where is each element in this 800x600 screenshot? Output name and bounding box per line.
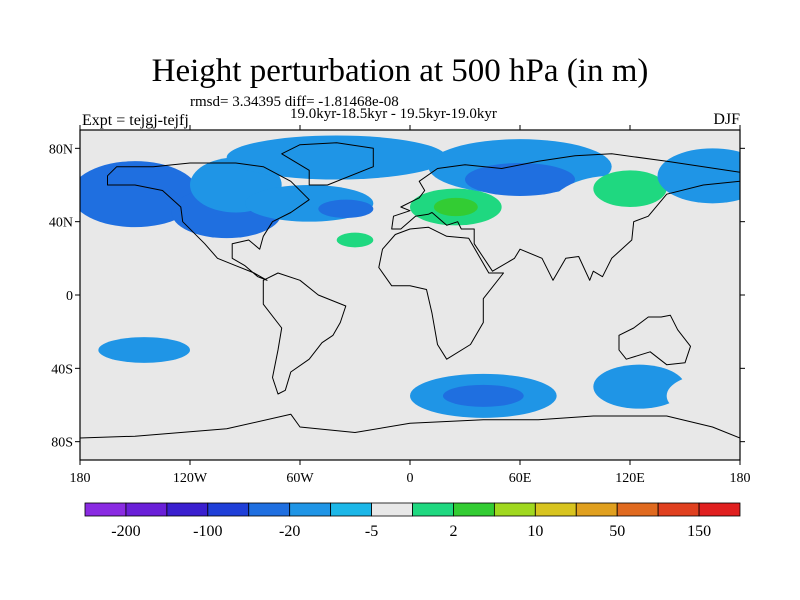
experiment-label: Expt = tejgj-tejfj <box>82 112 189 129</box>
colorbar-swatch-1 <box>125 502 168 517</box>
colorbar-swatch-7 <box>371 502 413 517</box>
lon-tick-label: 180 <box>70 471 91 486</box>
colorbar-label: -5 <box>365 523 378 540</box>
lon-tick-label: 0 <box>407 471 414 486</box>
anomaly-region-17 <box>80 368 218 413</box>
colorbar-swatch-5 <box>289 502 332 517</box>
period-label: 19.0kyr-18.5kyr - 19.5kyr-19.0kyr <box>290 106 497 122</box>
season-label: DJF <box>713 111 740 128</box>
coastline-australia <box>618 314 691 366</box>
anomaly-region-22 <box>666 373 740 418</box>
map-axes: 180 120W 60W 0 60E 120E 180 80N 40N 0 40S 80S <box>49 125 751 486</box>
coastline-antarctica-coast <box>80 413 740 439</box>
coastline-north-america <box>107 162 310 281</box>
coastline-south-america <box>262 272 347 395</box>
map-title: Height perturbation at 500 hPa (in m) <box>151 53 649 89</box>
anomaly-region-18 <box>217 362 346 393</box>
lon-tick-label: 120E <box>615 471 645 486</box>
anomaly-region-7 <box>226 135 447 180</box>
coastline-africa <box>378 226 504 360</box>
anomaly-region-12 <box>465 163 575 196</box>
colorbar-swatch-2 <box>166 502 209 517</box>
colorbar-swatch-6 <box>330 502 372 517</box>
colorbar-swatch-9 <box>453 502 495 517</box>
coastline-greenland <box>281 142 374 186</box>
colorbar-label: 150 <box>687 523 711 540</box>
lon-tick-label: 60W <box>286 471 314 486</box>
colorbar-swatch-13 <box>616 502 659 517</box>
stats-line: rmsd= 3.34395 diff= -1.81468e-08 <box>190 94 399 110</box>
lat-tick-label: 80S <box>51 436 73 451</box>
lon-tick-label: 120W <box>173 471 208 486</box>
lat-tick-label: 80N <box>49 142 73 157</box>
lat-tick-label: 0 <box>66 289 73 304</box>
colorbar-label: 10 <box>527 523 543 540</box>
colorbar-swatch-8 <box>412 502 454 517</box>
colorbar-swatch-3 <box>207 502 250 517</box>
colorbar: -200 -100 -20 -5 2 10 50 150 <box>84 502 741 540</box>
colorbar-swatch-11 <box>534 502 577 517</box>
anomaly-region-0 <box>80 161 200 228</box>
colorbar-label: -200 <box>111 523 140 540</box>
colorbar-label: -100 <box>193 523 222 540</box>
colorbar-swatch-4 <box>248 502 291 517</box>
colorbar-label: 2 <box>449 523 457 540</box>
lon-tick-label: 60E <box>509 471 532 486</box>
colorbar-swatch-12 <box>575 502 618 517</box>
coastline-eurasia <box>391 153 740 281</box>
anomaly-region-21 <box>593 364 686 409</box>
lat-tick-label: 40S <box>51 362 73 377</box>
colorbar-swatch-14 <box>657 502 700 517</box>
colorbar-swatch-15 <box>698 502 741 517</box>
anomaly-region-6 <box>336 232 374 248</box>
coastlines <box>80 142 740 439</box>
anomaly-region-14 <box>593 170 667 208</box>
lon-tick-label: 180 <box>730 471 751 486</box>
anomaly-region-20 <box>443 384 524 407</box>
anomaly-region-15 <box>657 148 740 204</box>
colorbar-label: 50 <box>609 523 625 540</box>
map-plot-area <box>80 130 740 460</box>
anomaly-region-23 <box>520 434 594 449</box>
anomaly-region-4 <box>318 199 374 218</box>
colorbar-label: -20 <box>279 523 300 540</box>
anomaly-region-16 <box>98 337 190 363</box>
anomaly-region-10 <box>433 197 478 217</box>
colorbar-swatch-0 <box>84 502 127 517</box>
colorbar-swatch-10 <box>493 502 536 517</box>
lat-tick-label: 40N <box>49 216 73 231</box>
